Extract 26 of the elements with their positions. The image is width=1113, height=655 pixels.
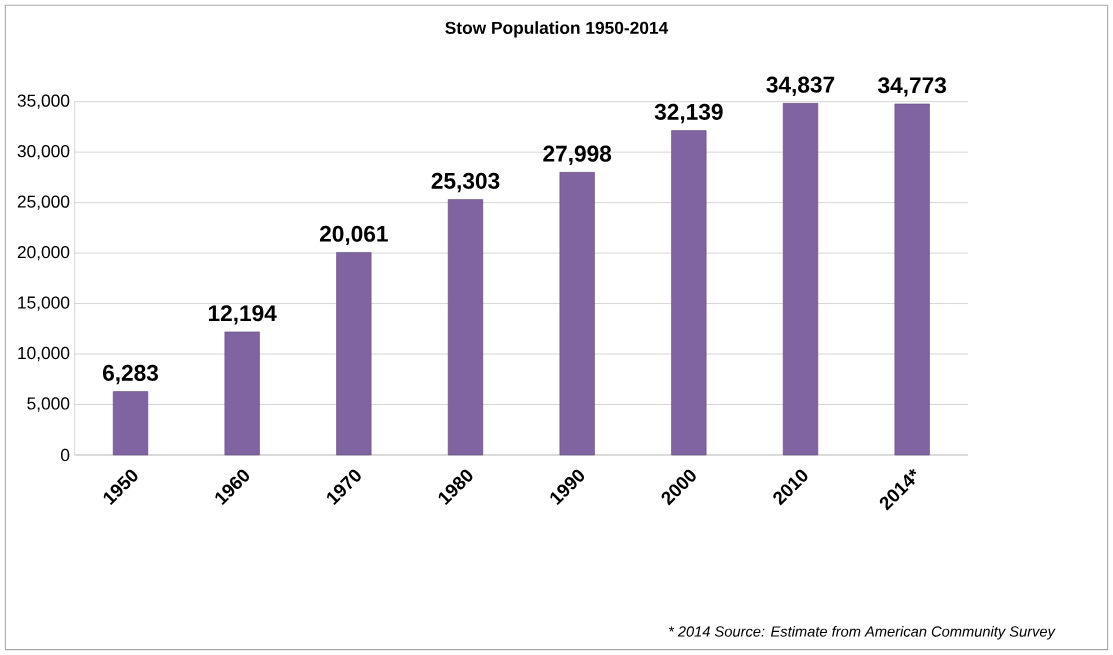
bar [671, 130, 707, 456]
text: * 2014 Source: Estimate from American Community Survey [668, 625, 1056, 640]
y-tick-label: 10,000 [18, 346, 70, 362]
bar [782, 103, 819, 456]
y-tick-label: 35,000 [17, 94, 70, 109]
y-tick-label: 0 [60, 448, 70, 462]
chart-title: Stow Population 1950-2014 [445, 21, 669, 38]
y-tick-label: 20,000 [17, 245, 70, 261]
y-tick-label: 15,000 [18, 296, 70, 311]
data-label: 32,139 [654, 103, 723, 124]
bar [559, 172, 595, 456]
y-tick-label: 5,000 [27, 397, 70, 412]
bar [894, 103, 930, 456]
data-label: 12,194 [208, 305, 277, 325]
y-tick-label: 30,000 [17, 144, 70, 160]
data-label: 34,773 [878, 77, 947, 97]
bar [112, 391, 149, 456]
bar [224, 331, 260, 456]
data-label: 27,998 [543, 145, 612, 165]
data-label: 6,283 [102, 364, 159, 385]
data-label: 25,303 [431, 172, 500, 193]
data-label: 34,837 [766, 76, 835, 96]
bar [336, 252, 372, 456]
bar [447, 199, 484, 456]
y-tick-label: 25,000 [17, 195, 70, 210]
data-label: 20,061 [319, 225, 388, 246]
